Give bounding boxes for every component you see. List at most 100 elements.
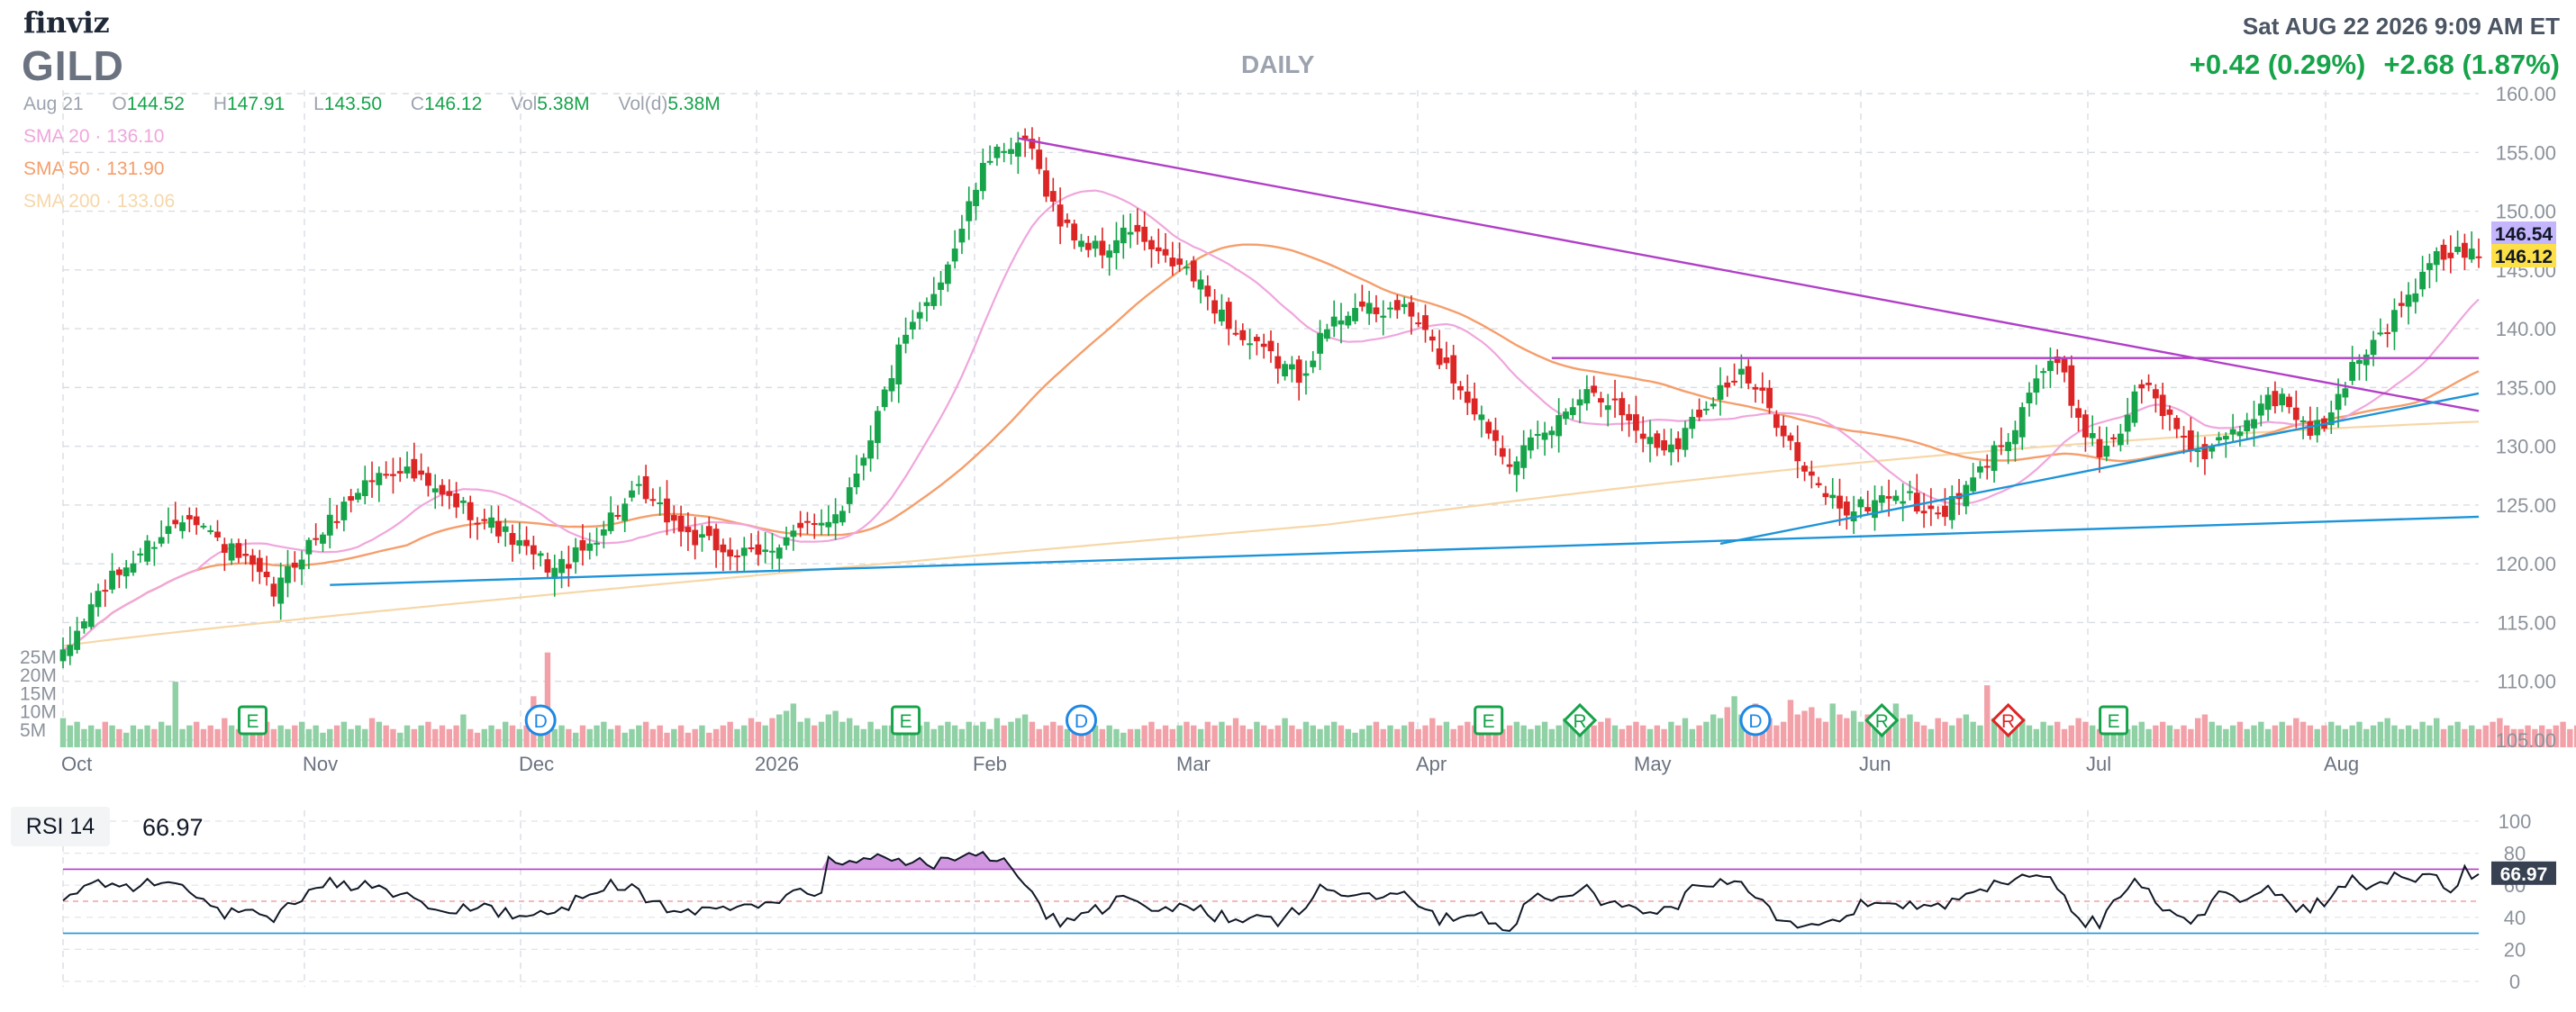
candle-body (67, 645, 74, 656)
candle-body (481, 519, 488, 521)
candle-body (1323, 329, 1330, 339)
volume-bar (2377, 721, 2384, 747)
volume-dollar-label: Vol(d) (618, 94, 668, 114)
volume-bar (572, 732, 579, 747)
price-tag-bg (2491, 244, 2556, 267)
candle-body (1260, 343, 1267, 348)
candle-body (1541, 432, 1548, 440)
candle-body (2061, 358, 2068, 373)
volume-bar (1955, 718, 1963, 747)
candle-body (607, 512, 614, 531)
candle-body (1702, 408, 1710, 411)
volume-tick: 15M (20, 683, 57, 704)
candle-body (1457, 385, 1464, 391)
volume-bar (1907, 714, 1913, 747)
event-letter: E (1483, 711, 1495, 732)
sma200-legend[interactable]: SMA 200 · 133.06 (23, 191, 176, 212)
candle-body (1646, 437, 1654, 445)
volume-bar (222, 718, 228, 747)
candle-body (1492, 429, 1499, 441)
volume-bar (671, 728, 677, 747)
volume-bar (2391, 725, 2398, 747)
volume-bar (1633, 721, 1639, 747)
candle-body (993, 146, 1001, 158)
volume-bar (151, 728, 158, 747)
price-tick: 155.00 (2496, 141, 2556, 164)
sma20-legend[interactable]: SMA 20 · 136.10 (23, 126, 165, 147)
volume-bar (474, 732, 481, 747)
sma50-legend[interactable]: SMA 50 · 131.90 (23, 158, 165, 179)
finviz-logo[interactable]: finviz (23, 5, 110, 40)
candle-body (825, 521, 832, 528)
candle-body (685, 527, 692, 533)
volume-bar (1443, 721, 1450, 747)
date-tick: Aug (2324, 753, 2359, 775)
candle-body (1983, 465, 1991, 468)
candle-body (881, 389, 888, 408)
candle-body (2384, 331, 2391, 334)
candle-body (2054, 356, 2061, 364)
candle-body (1099, 240, 1106, 256)
candle-body (642, 475, 649, 500)
candle-body (256, 557, 263, 573)
volume-bar (1015, 718, 1021, 747)
candle-body (150, 547, 158, 549)
volume-bar (109, 725, 115, 747)
candle-body (144, 540, 150, 562)
candle-body (2236, 431, 2244, 437)
volume-bar (1239, 725, 1247, 747)
volume-bar (2454, 721, 2461, 747)
volume-bar (460, 714, 467, 747)
candle-body (621, 503, 629, 521)
candle-body (1991, 445, 1998, 471)
candle-body (853, 473, 860, 488)
volume-bar (812, 725, 818, 747)
candle-body (1014, 142, 1021, 157)
price-tick: 130.00 (2496, 436, 2556, 458)
candle-body (418, 470, 425, 475)
volume-bar (2153, 725, 2159, 747)
volume-bar (1352, 732, 1358, 747)
candle-body (2187, 430, 2194, 450)
volume-bar (1914, 721, 1920, 747)
volume-bar (636, 725, 642, 747)
volume-bar (2412, 728, 2419, 747)
volume-bar (1864, 714, 1871, 747)
sma200-value: 133.06 (116, 191, 176, 212)
candle-body (966, 201, 973, 221)
volume-bar (1148, 721, 1155, 747)
volume-bar (1872, 718, 1878, 747)
candle-body (1563, 411, 1569, 420)
candle-body (2335, 393, 2342, 411)
rsi-value: 66.97 (142, 814, 204, 841)
price-tick: 110.00 (2497, 671, 2556, 693)
candle-body (2018, 407, 2026, 438)
volume-bars (59, 652, 2576, 747)
volume-bar (1162, 725, 1169, 747)
candle-body (1436, 348, 1443, 366)
candle-body (762, 549, 769, 552)
volume-bar (748, 718, 755, 747)
volume-bar (1021, 714, 1029, 747)
volume-bar (888, 725, 895, 747)
event-square (2099, 705, 2129, 736)
candle-body (1295, 359, 1302, 384)
rsi-label[interactable]: RSI 14 (11, 807, 110, 846)
candle-body (1330, 316, 1338, 327)
candle-body (867, 440, 874, 459)
candle-body (1176, 258, 1184, 266)
candle-body (1317, 332, 1323, 354)
volume-bar (376, 721, 383, 747)
candle-body (1393, 300, 1401, 311)
volume-bar (1759, 721, 1765, 747)
volume-bar (432, 728, 439, 747)
candle-body (1780, 425, 1787, 437)
volume-bar (1436, 725, 1443, 747)
ohlc-legend: Aug 21 O144.52 H147.91 L143.50 C146.12 V… (23, 94, 744, 115)
candle-body (1885, 496, 1892, 499)
volume-bar (193, 721, 200, 747)
volume-bar (2490, 721, 2496, 747)
volume-bar (2103, 725, 2109, 747)
volume-bar (1984, 685, 1991, 747)
